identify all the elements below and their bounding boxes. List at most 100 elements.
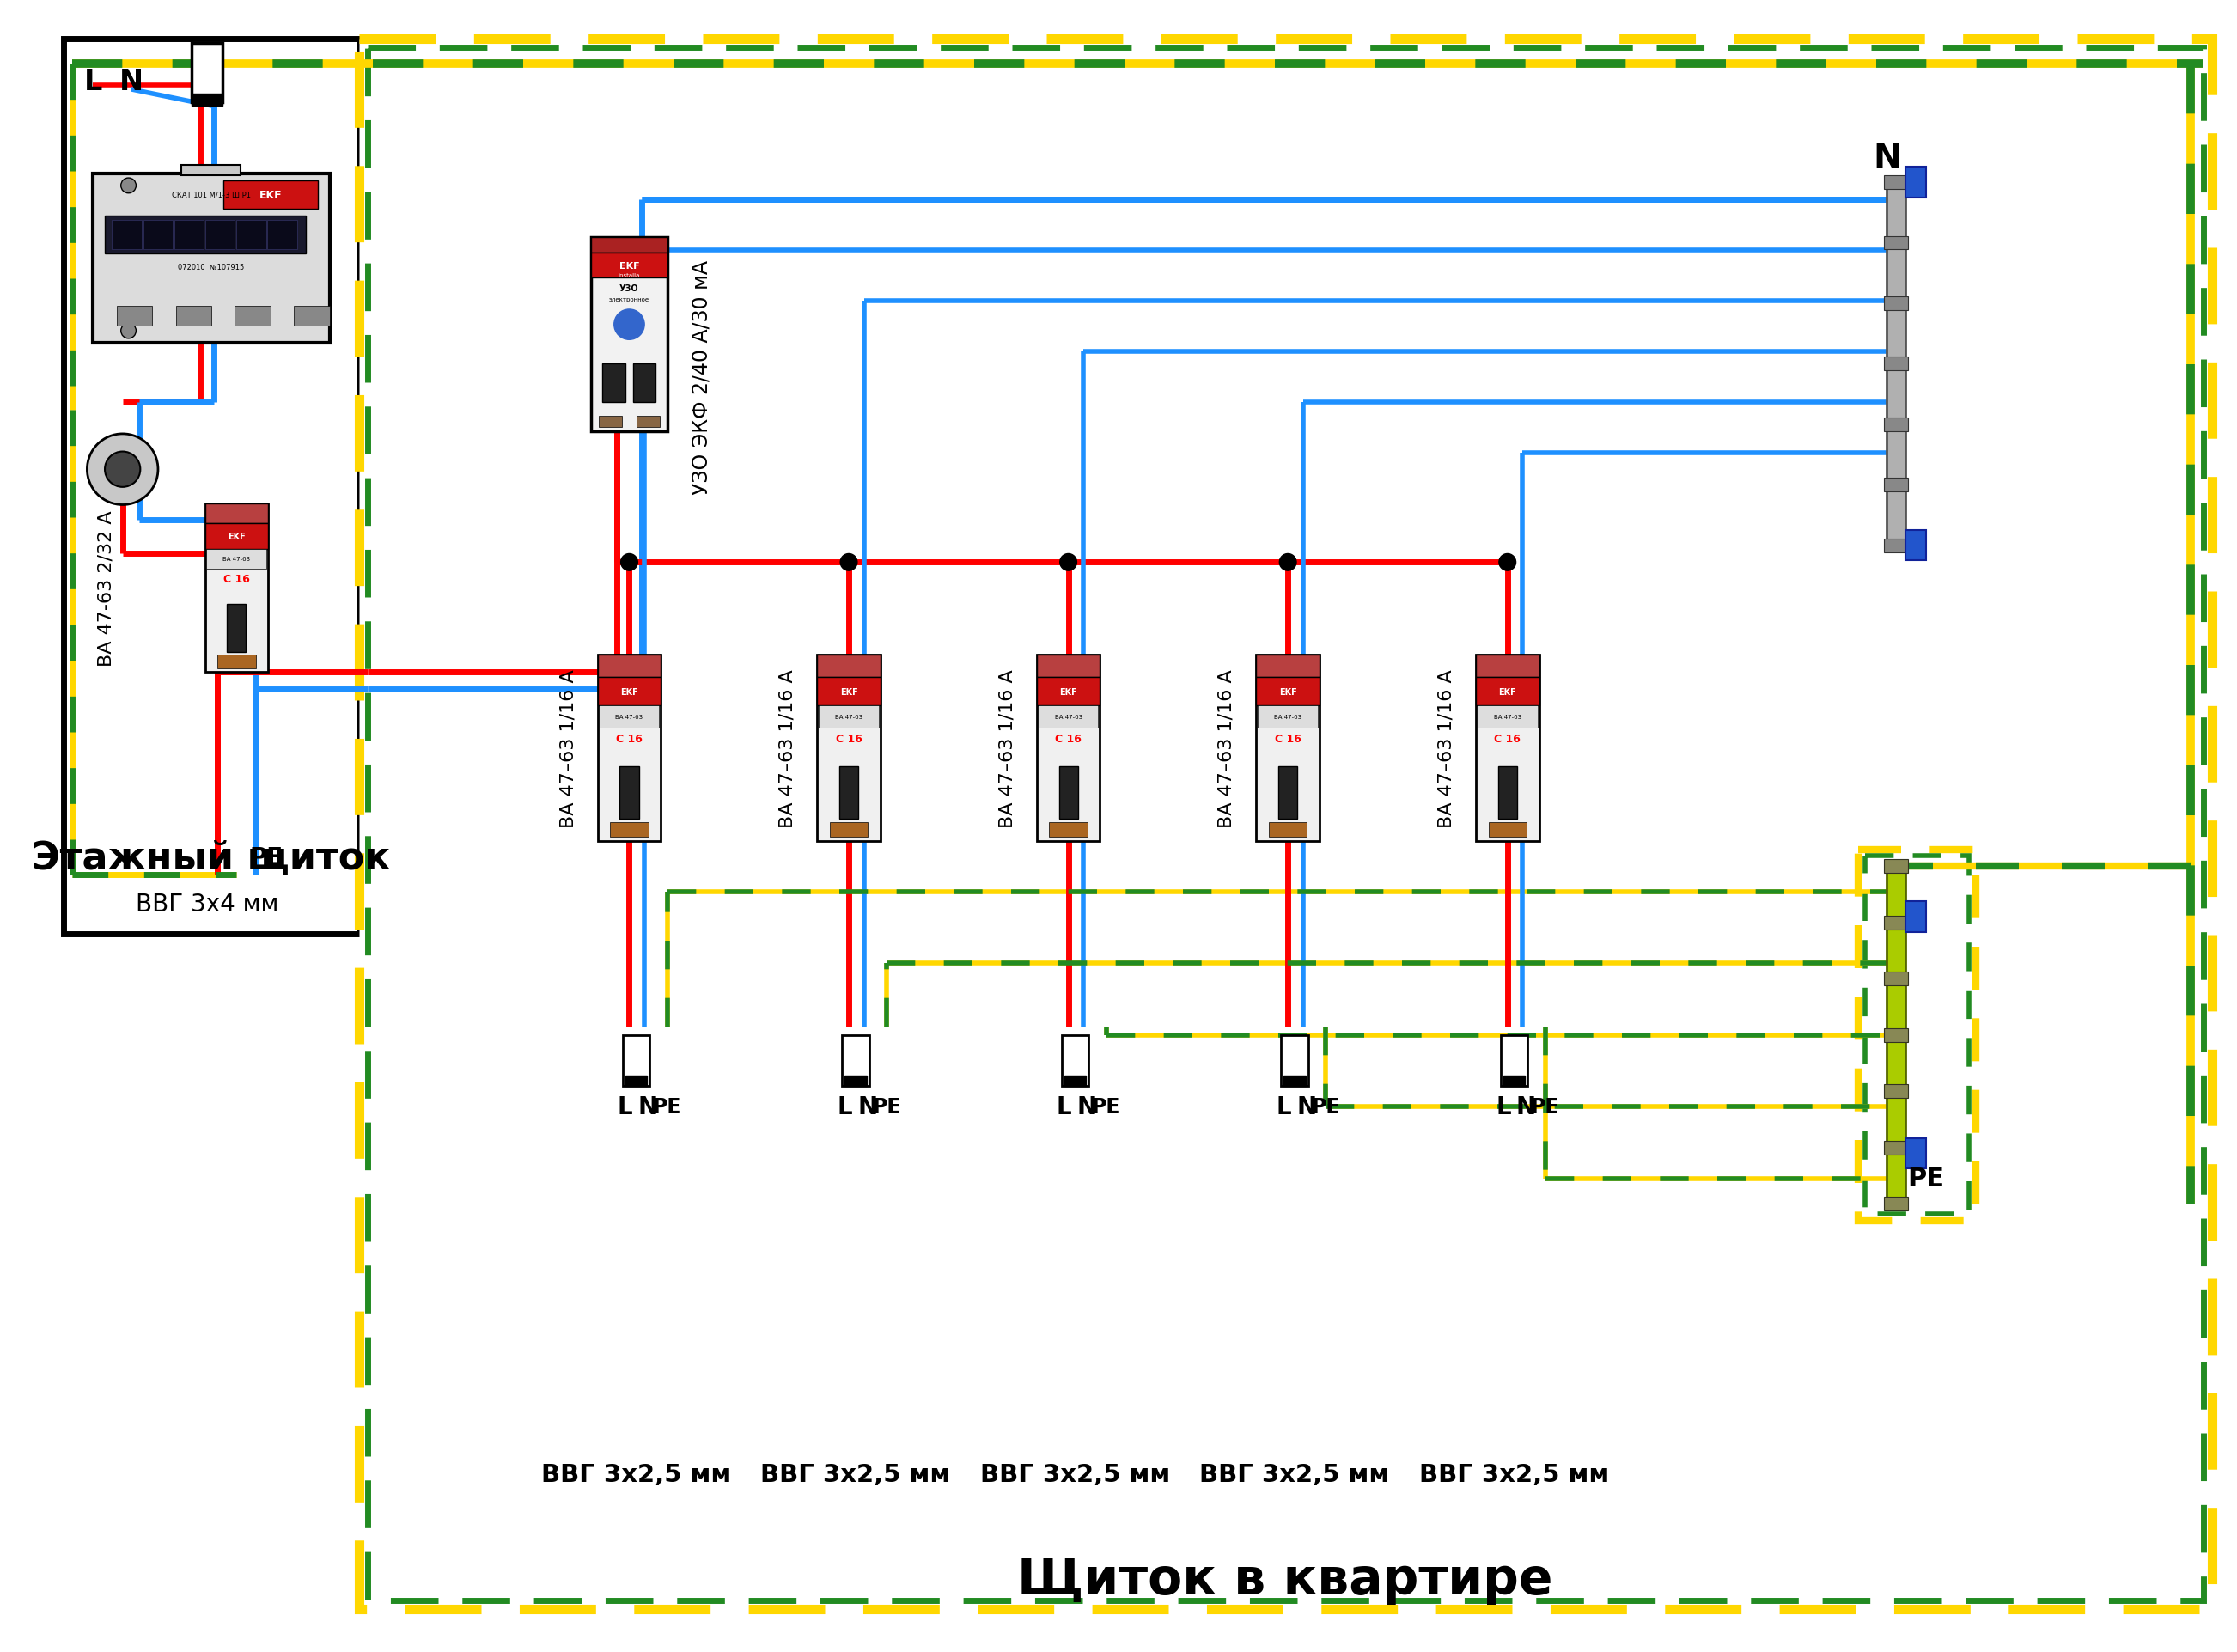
Bar <box>1884 1085 1908 1099</box>
Text: EKF: EKF <box>620 687 638 695</box>
Bar <box>841 1036 868 1085</box>
Text: N: N <box>1517 1095 1537 1118</box>
Bar <box>1884 297 1908 311</box>
Bar <box>591 253 667 279</box>
Bar <box>174 220 204 249</box>
Bar <box>1884 1029 1908 1042</box>
Text: PE: PE <box>653 1097 682 1117</box>
Text: ВА 47-63 2/32 А: ВА 47-63 2/32 А <box>96 510 114 666</box>
Bar <box>1884 973 1908 986</box>
Text: ВВГ 3х2,5 мм: ВВГ 3х2,5 мм <box>541 1462 731 1487</box>
Bar <box>1906 902 1926 932</box>
Text: ВА 47-63: ВА 47-63 <box>834 714 863 719</box>
Bar <box>1268 823 1306 838</box>
Text: L: L <box>837 1095 852 1118</box>
Bar <box>611 823 649 838</box>
Bar <box>1906 530 1926 562</box>
Text: N: N <box>1872 140 1901 173</box>
Bar <box>622 1036 649 1085</box>
Bar <box>1503 1075 1526 1085</box>
Text: C 16: C 16 <box>1056 733 1080 745</box>
Bar <box>600 416 622 428</box>
Bar <box>1499 767 1517 819</box>
Bar <box>1501 1036 1528 1085</box>
Bar <box>143 220 172 249</box>
Text: C 16: C 16 <box>834 733 861 745</box>
Bar <box>1886 867 1906 1204</box>
Circle shape <box>121 178 136 193</box>
Text: N: N <box>857 1095 877 1118</box>
Bar <box>235 306 271 327</box>
Text: EKF: EKF <box>839 687 857 695</box>
Text: ВА 47-63: ВА 47-63 <box>1494 714 1521 719</box>
Bar <box>1063 1036 1089 1085</box>
Text: PE: PE <box>1530 1097 1559 1117</box>
Text: EKF: EKF <box>1060 687 1078 695</box>
Bar <box>817 677 881 705</box>
Text: ВА 47–63 1/16 А: ВА 47–63 1/16 А <box>559 669 577 828</box>
Text: ВВГ 3х2,5 мм: ВВГ 3х2,5 мм <box>1199 1462 1389 1487</box>
Bar <box>597 677 660 705</box>
Bar <box>1476 656 1539 841</box>
Text: PE: PE <box>248 846 282 871</box>
Text: ВА 47-63: ВА 47-63 <box>224 557 251 562</box>
Bar <box>591 238 667 253</box>
Bar <box>1884 236 1908 249</box>
Text: ВА 47–63 1/16 А: ВА 47–63 1/16 А <box>1438 669 1454 828</box>
Bar <box>228 605 246 653</box>
Bar <box>817 656 881 841</box>
Bar <box>1277 767 1297 819</box>
Bar <box>830 823 868 838</box>
Bar <box>819 705 879 729</box>
Bar <box>1476 677 1539 705</box>
Text: L: L <box>83 68 103 96</box>
Bar <box>620 767 640 819</box>
Circle shape <box>1060 553 1076 572</box>
Bar <box>597 656 660 677</box>
Text: C 16: C 16 <box>224 573 251 585</box>
Text: 072010  №107915: 072010 №107915 <box>179 263 244 271</box>
Circle shape <box>841 553 857 572</box>
Text: EKF: EKF <box>228 532 246 540</box>
Bar <box>293 306 329 327</box>
Bar <box>1884 177 1908 190</box>
Text: ВВГ 3х4 мм: ВВГ 3х4 мм <box>136 892 277 917</box>
Text: PE: PE <box>872 1097 902 1117</box>
Bar <box>105 216 306 254</box>
Bar <box>181 165 242 177</box>
Bar <box>206 548 266 570</box>
Circle shape <box>622 553 638 572</box>
Circle shape <box>105 453 141 487</box>
Bar <box>638 416 660 428</box>
Text: EKF: EKF <box>620 261 640 271</box>
Bar <box>1257 656 1320 841</box>
Bar <box>1884 859 1908 874</box>
Bar <box>1257 656 1320 677</box>
Bar <box>217 656 255 669</box>
Bar <box>1906 169 1926 198</box>
Text: L: L <box>1056 1095 1072 1118</box>
Circle shape <box>1280 553 1295 572</box>
Bar <box>1282 1036 1309 1085</box>
Text: ВА 47–63 1/16 А: ВА 47–63 1/16 А <box>1219 669 1235 828</box>
Text: EKF: EKF <box>1280 687 1297 695</box>
Bar <box>367 48 2203 1601</box>
Bar <box>1284 1075 1306 1085</box>
Text: Щиток в квартире: Щиток в квартире <box>1018 1555 1552 1604</box>
Circle shape <box>613 311 644 340</box>
Bar <box>1488 823 1526 838</box>
Text: СКАТ 101 М/1-3 Ш Р1: СКАТ 101 М/1-3 Ш Р1 <box>172 192 251 198</box>
Text: ВА 47–63 1/16 А: ВА 47–63 1/16 А <box>998 669 1016 828</box>
Bar <box>1906 1138 1926 1168</box>
Bar <box>1884 479 1908 492</box>
Bar <box>1257 677 1320 705</box>
Bar <box>1049 823 1087 838</box>
Bar <box>358 40 2212 1609</box>
Bar <box>206 524 268 548</box>
Text: PE: PE <box>1092 1097 1121 1117</box>
Text: электронное: электронное <box>608 297 649 302</box>
Bar <box>817 656 881 677</box>
Bar <box>1884 1198 1908 1211</box>
Text: PE: PE <box>1906 1166 1944 1191</box>
Bar <box>1036 677 1101 705</box>
